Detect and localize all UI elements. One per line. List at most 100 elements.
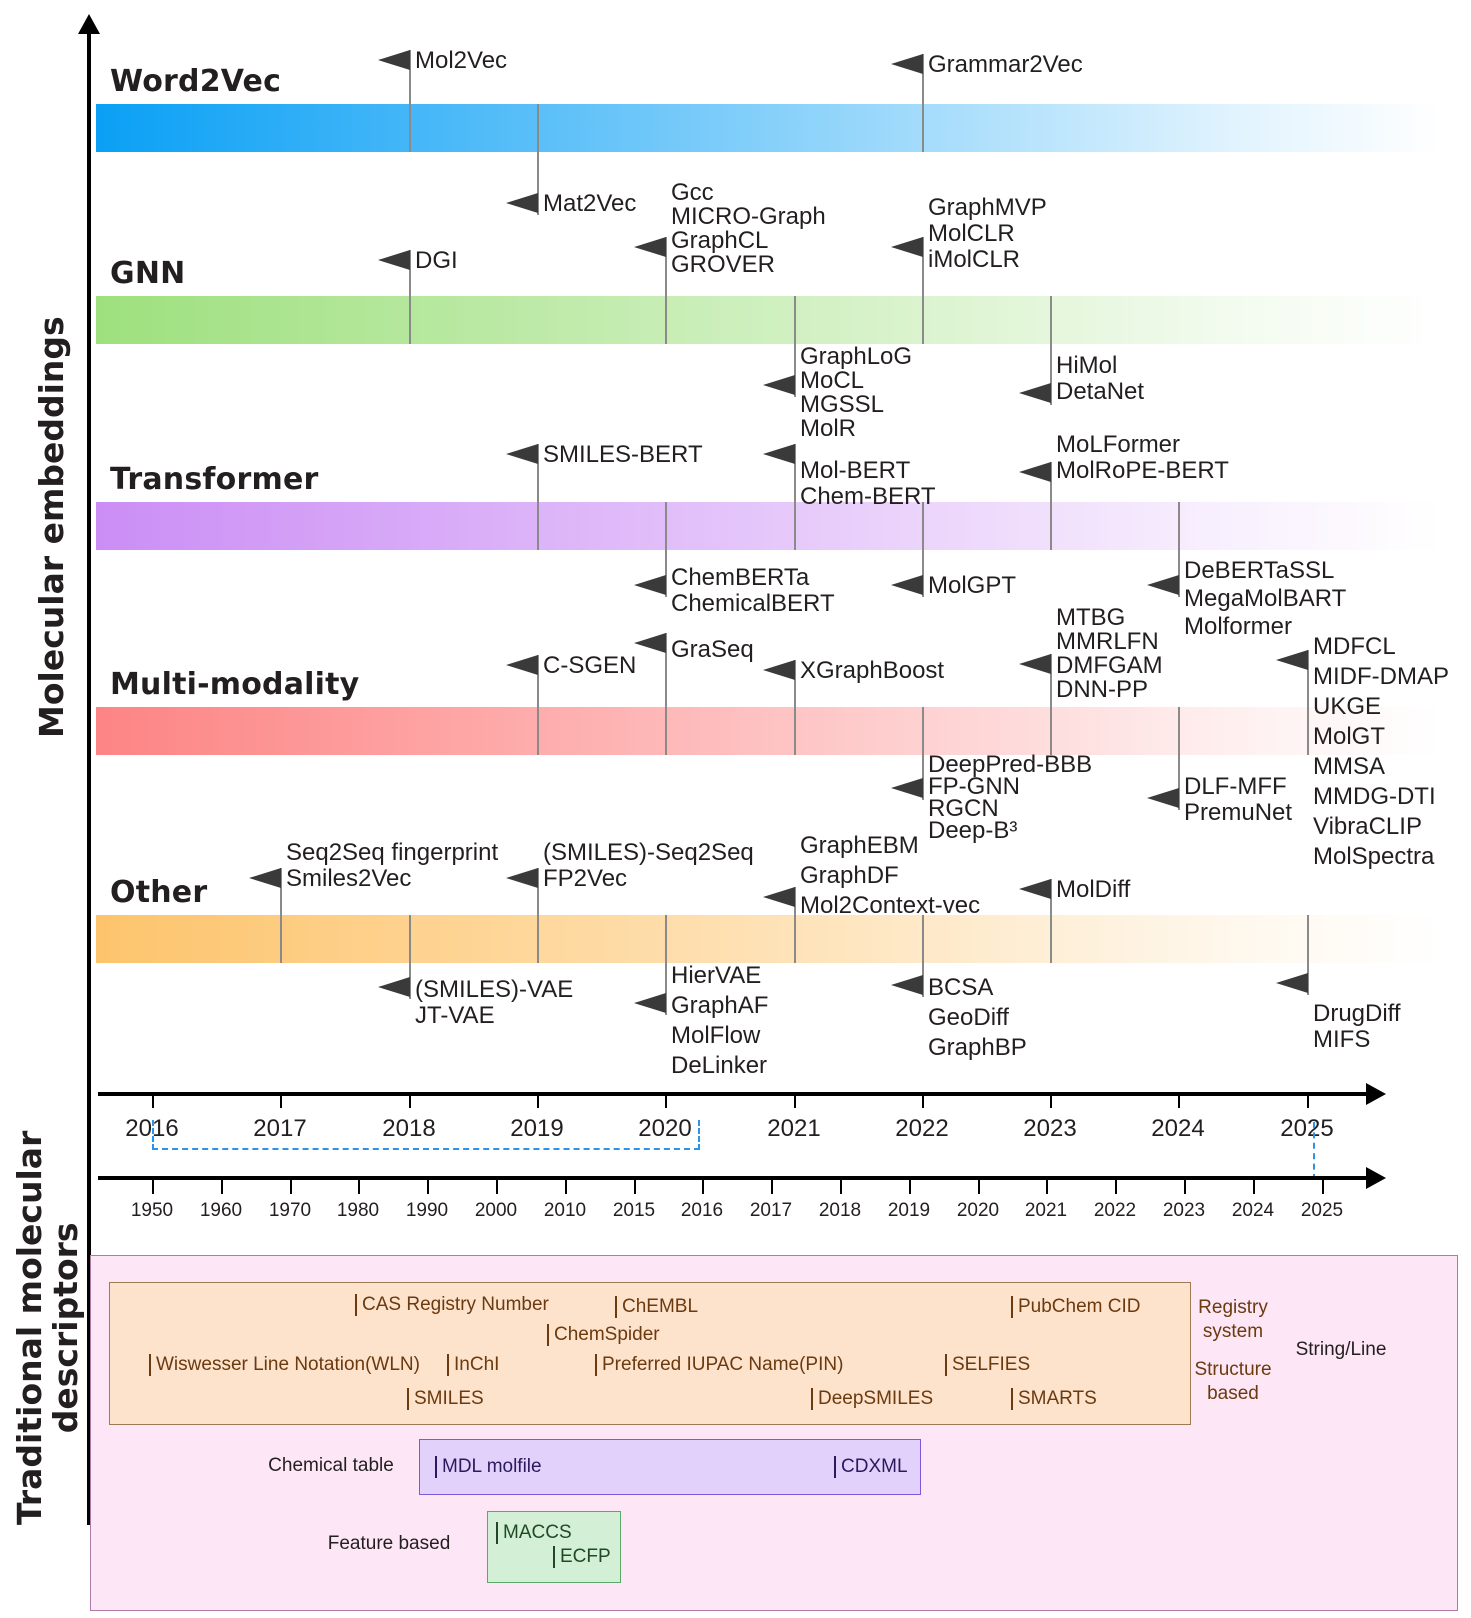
milestone-flag-icon <box>506 655 538 675</box>
milestone-pole <box>665 502 667 597</box>
milestone-pole <box>1178 707 1180 810</box>
milestone-pole <box>409 915 411 999</box>
milestone-flag-icon <box>763 375 795 395</box>
milestone-label-multimodality-2021: XGraphBoost <box>800 658 944 684</box>
model-name: MMSA <box>1313 753 1385 780</box>
chemical-table-title: Chemical table <box>268 1455 394 1476</box>
maccs-item: MACCS <box>496 1522 572 1544</box>
axis-bottom-tick <box>427 1180 429 1194</box>
model-name: DMFGAM <box>1056 652 1163 679</box>
milestone-flag-icon <box>634 575 666 595</box>
milestone-label-other-2020: HierVAE GraphAF MolFlow DeLinker <box>671 961 768 1081</box>
traditional-descriptors-panel: CAS Registry Number ChEMBL ChemSpider PubCh… <box>90 1255 1458 1611</box>
axis-bottom-tick-label: 2010 <box>543 1200 587 1221</box>
model-name: GraSeq <box>671 636 754 663</box>
milestone-flag-icon <box>378 250 410 270</box>
milestone-flag-icon <box>506 868 538 888</box>
milestone-label-other-2025: DrugDiff MIFS <box>1313 1001 1401 1053</box>
axis-bottom-tick <box>1184 1180 1186 1194</box>
model-name: FP-GNN <box>928 773 1020 800</box>
axis-bottom-tick-label: 2020 <box>956 1200 1000 1221</box>
axis-bottom-tick-label: 2025 <box>1300 1200 1344 1221</box>
milestone-flag-icon <box>506 193 538 213</box>
vertical-axis-arrowhead <box>78 14 100 34</box>
axis-bottom-tick <box>565 1180 567 1194</box>
string-line-item: CAS Registry Number <box>355 1294 549 1316</box>
model-name: MIDF-DMAP <box>1313 663 1449 690</box>
model-name: MolSpectra <box>1313 843 1435 870</box>
axis-top-tick-label: 2018 <box>382 1115 436 1142</box>
axis-top-tick <box>152 1094 154 1108</box>
model-name: GROVER <box>671 251 776 278</box>
model-name: GraphCL <box>671 227 769 254</box>
model-name: MolFlow <box>671 1022 761 1049</box>
string-line-item: ChemSpider <box>547 1324 660 1346</box>
axis-bottom-tick-label: 2021 <box>1024 1200 1068 1221</box>
traditional-descriptors-title: Traditional molecular descriptors <box>10 1131 85 1525</box>
model-name: RGCN <box>928 795 999 822</box>
milestone-pole <box>409 50 411 152</box>
model-name: FP2Vec <box>543 865 628 892</box>
model-name: MGSSL <box>800 391 885 418</box>
milestone-label-transformer-2021: Mol-BERT Chem-BERT <box>800 458 936 510</box>
axis-top-tick <box>1307 1094 1309 1108</box>
model-name: ChemBERTa <box>671 564 810 591</box>
milestone-flag-icon <box>1276 973 1308 993</box>
model-name: HierVAE <box>671 962 762 989</box>
milestone-pole <box>922 237 924 344</box>
structure-line2: based <box>1207 1383 1259 1404</box>
model-name: VibraCLIP <box>1313 813 1422 840</box>
axis-bottom-tick-label: 1960 <box>199 1200 243 1221</box>
milestone-flag-icon <box>634 993 666 1013</box>
vertical-axis-line <box>87 30 91 1525</box>
model-name: MDFCL <box>1313 633 1396 660</box>
model-name: ChemicalBERT <box>671 590 835 617</box>
model-name: PremuNet <box>1184 799 1293 826</box>
model-name: XGraphBoost <box>800 657 945 684</box>
model-name: Grammar2Vec <box>928 51 1083 78</box>
model-name: GraphDF <box>800 862 899 889</box>
model-name: DNN-PP <box>1056 676 1149 703</box>
model-name: DrugDiff <box>1313 1000 1401 1027</box>
milestone-label-word2vec-2022: Grammar2Vec <box>928 52 1083 78</box>
axis-bottom-tick-label: 2022 <box>1093 1200 1137 1221</box>
model-name: Mol2Context-vec <box>800 892 981 919</box>
milestone-pole <box>922 915 924 997</box>
milestone-label-gnn-2022: GraphMVP MolCLR iMolCLR <box>928 195 1047 273</box>
milestone-label-transformer-2020: ChemBERTa ChemicalBERT <box>671 565 835 617</box>
model-name: GraphEBM <box>800 832 919 859</box>
model-name: Mol-BERT <box>800 457 911 484</box>
milestone-pole <box>665 633 667 755</box>
model-name: Chem-BERT <box>800 483 936 510</box>
milestone-label-transformer-2023: MoLFormer MolRoPE-BERT <box>1056 432 1229 484</box>
milestone-label-multimodality-2020: GraSeq <box>671 637 754 663</box>
axis-bottom-tick <box>152 1180 154 1194</box>
string-line-item: Wiswesser Line Notation(WLN) <box>149 1354 420 1376</box>
cdxml-item: CDXML <box>834 1456 908 1478</box>
axis-top-tick-label: 2025 <box>1280 1115 1334 1142</box>
model-name: BCSA <box>928 974 994 1001</box>
model-name: MolDiff <box>1056 876 1131 903</box>
milestone-pole <box>1050 879 1052 963</box>
milestone-pole <box>794 660 796 755</box>
registry-line2: system <box>1202 1321 1264 1342</box>
milestone-pole <box>1307 915 1309 995</box>
milestone-label-transformer-2019: SMILES-BERT <box>543 442 703 468</box>
milestone-flag-icon <box>891 54 923 74</box>
string-line-item: SMILES <box>407 1388 484 1410</box>
string-line-item: InChI <box>447 1354 499 1376</box>
model-name: GraphBP <box>928 1034 1027 1061</box>
band-multimodality <box>96 707 1441 755</box>
model-name: MoLFormer <box>1056 431 1181 458</box>
axis-bottom-tick <box>1046 1180 1048 1194</box>
milestone-pole <box>537 104 539 215</box>
axis-top-tick-label: 2022 <box>895 1115 949 1142</box>
milestone-flag-icon <box>506 444 538 464</box>
axis-bottom-tick <box>978 1180 980 1194</box>
string-line-item: Preferred IUPAC Name(PIN) <box>595 1354 843 1376</box>
milestone-flag-icon <box>891 575 923 595</box>
model-name: HiMol <box>1056 352 1118 379</box>
model-name: GeoDiff <box>928 1004 1009 1031</box>
band-label-transformer: Transformer <box>110 462 319 497</box>
